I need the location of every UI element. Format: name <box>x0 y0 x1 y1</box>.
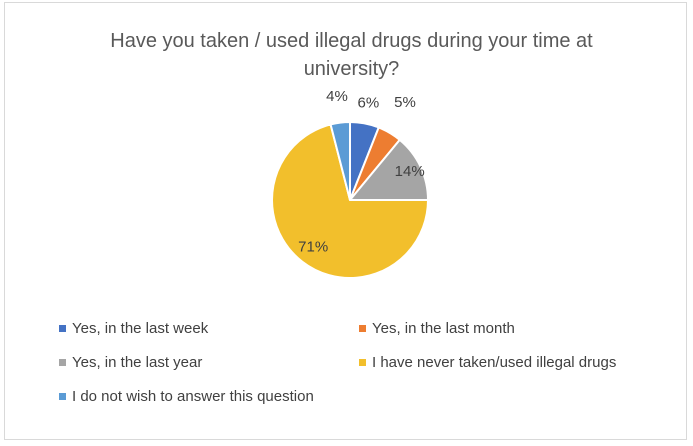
data-label-last-week: 6% <box>358 95 380 112</box>
data-label-last-month: 5% <box>394 94 416 111</box>
legend-item-no-answer: I do not wish to answer this question <box>59 388 314 405</box>
legend-swatch-last-month <box>359 325 366 332</box>
legend-swatch-last-year <box>59 359 66 366</box>
legend-item-last-year: Yes, in the last year <box>59 354 202 371</box>
legend-label-last-week: Yes, in the last week <box>72 320 209 337</box>
data-label-never: 71% <box>298 238 328 255</box>
legend-item-never: I have never taken/used illegal drugs <box>359 354 616 371</box>
pie-slice-no-answer <box>329 121 351 201</box>
pie-slice-never <box>271 123 429 279</box>
data-label-last-year: 14% <box>395 163 425 180</box>
pie-slice-last-year <box>349 138 429 201</box>
legend-label-last-year: Yes, in the last year <box>72 354 203 371</box>
pie-chart: 6% 5% 14% 71% 4% <box>271 88 429 279</box>
legend-label-last-month: Yes, in the last month <box>372 320 515 337</box>
legend-swatch-no-answer <box>59 393 66 400</box>
legend-swatch-last-week <box>59 325 66 332</box>
legend-label-no-answer: I do not wish to answer this question <box>72 388 314 405</box>
legend-item-last-week: Yes, in the last week <box>59 320 208 337</box>
chart-frame: Have you taken / used illegal drugs duri… <box>4 2 687 440</box>
legend-swatch-never <box>359 359 366 366</box>
legend-item-last-month: Yes, in the last month <box>359 320 515 337</box>
legend-label-never: I have never taken/used illegal drugs <box>372 354 617 371</box>
chart-title: Have you taken / used illegal drugs duri… <box>110 30 593 80</box>
data-label-no-answer: 4% <box>326 88 348 105</box>
